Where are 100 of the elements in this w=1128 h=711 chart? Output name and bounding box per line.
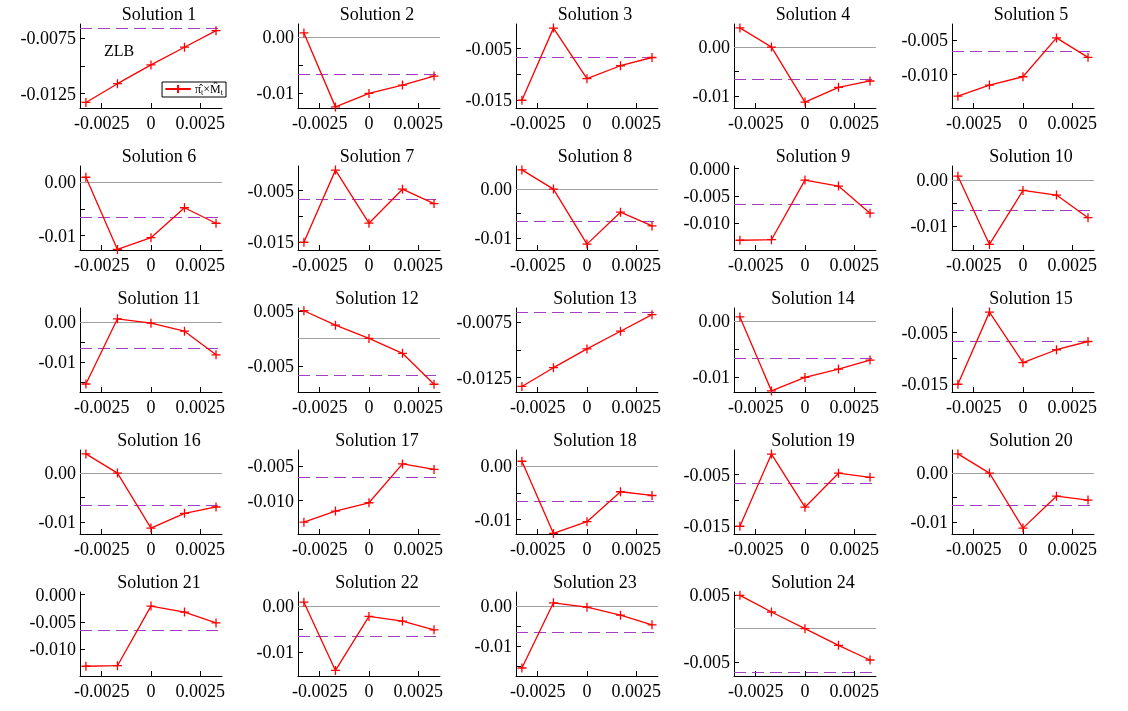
x-tick-label: 0.0025 (175, 539, 225, 559)
x-tick-label: -0.0025 (727, 681, 784, 701)
y-tick-label: -0.005 (683, 464, 730, 485)
point (766, 448, 777, 460)
x-tick-label: 0.0025 (1047, 113, 1097, 133)
y-tick-label: -0.01 (910, 216, 948, 236)
y-tick-label: 0.00 (262, 27, 294, 48)
chart-title: Solution 10 (989, 146, 1073, 166)
x-tick-label: -0.0025 (73, 113, 130, 133)
x-tick-label: 0.0025 (393, 539, 443, 559)
point (952, 379, 964, 390)
y-tick-label: 0.000 (689, 158, 730, 179)
y-tick-label: -0.005 (901, 322, 948, 343)
point (145, 59, 157, 71)
point (516, 95, 528, 106)
x-tick-label: 0 (582, 539, 592, 559)
point (646, 490, 658, 501)
x-tick-label: 0.0025 (175, 681, 225, 701)
y-tick-label: -0.01 (474, 636, 512, 656)
y-tick-label: 0.00 (916, 169, 948, 190)
point (646, 220, 658, 232)
x-tick-label: -0.0025 (945, 397, 1002, 417)
point (734, 311, 746, 323)
chart-title: Solution 19 (771, 430, 855, 450)
y-tick-label: -0.01 (256, 83, 294, 104)
x-tick-label: 0 (582, 255, 592, 275)
chart-title: Solution 23 (553, 572, 637, 592)
annotation: ZLB (104, 41, 135, 59)
x-tick-label: -0.0025 (945, 113, 1002, 133)
chart-title: Solution 18 (553, 430, 637, 450)
point (330, 319, 341, 331)
x-tick-label: 0.0025 (393, 113, 443, 133)
x-tick-label: -0.0025 (509, 539, 566, 559)
x-tick-label: 0.0025 (829, 539, 879, 559)
point (952, 171, 964, 182)
point (80, 448, 92, 460)
point (799, 96, 811, 108)
x-tick-label: 0 (364, 539, 374, 559)
x-tick-label: -0.0025 (945, 255, 1002, 275)
chart-title: Solution 21 (117, 572, 201, 592)
point (80, 97, 92, 108)
x-tick-label: -0.0025 (291, 255, 348, 275)
point (298, 517, 310, 528)
point (428, 464, 440, 475)
y-tick-label: -0.01 (38, 225, 76, 246)
x-tick-label: 0.0025 (175, 113, 225, 133)
point (864, 472, 876, 483)
chart-title: Solution 17 (335, 430, 419, 450)
chart-title: Solution 20 (989, 430, 1073, 450)
x-tick-label: 0 (364, 681, 374, 701)
point (646, 52, 658, 63)
x-tick-label: 0.0025 (393, 255, 443, 275)
y-tick-label: -0.005 (465, 38, 512, 59)
y-tick-label: -0.005 (683, 652, 730, 672)
x-tick-label: 0 (1018, 539, 1028, 559)
y-tick-label: -0.010 (247, 490, 294, 511)
y-tick-label: 0.00 (698, 37, 730, 58)
point (330, 505, 341, 517)
y-tick-label: -0.01 (38, 352, 76, 372)
x-tick-label: -0.0025 (727, 397, 784, 417)
point (581, 602, 593, 613)
point (734, 235, 746, 246)
y-tick-label: -0.01 (38, 512, 76, 533)
point (799, 372, 811, 383)
point (298, 305, 310, 316)
point (210, 218, 222, 229)
point (112, 467, 123, 479)
chart-title: Solution 15 (989, 288, 1073, 308)
point (363, 611, 375, 622)
y-tick-label: -0.0125 (456, 367, 512, 388)
x-tick-label: 0 (146, 681, 156, 701)
y-tick-label: 0.00 (480, 596, 512, 616)
point (864, 654, 876, 666)
x-tick-label: -0.0025 (509, 113, 566, 133)
chart-title: Solution 7 (339, 146, 415, 166)
x-tick-label: 0 (582, 681, 592, 701)
x-tick-label: 0 (364, 113, 374, 133)
point (646, 309, 658, 320)
x-tick-label: 0 (146, 255, 156, 275)
point (833, 180, 844, 192)
x-tick-label: 0 (146, 113, 156, 133)
y-tick-label: -0.01 (910, 512, 948, 533)
point (428, 70, 440, 82)
point (1017, 522, 1029, 534)
point (833, 363, 844, 375)
y-tick-label: 0.00 (480, 179, 512, 200)
point (210, 25, 222, 36)
x-tick-label: -0.0025 (291, 113, 348, 133)
y-tick-label: -0.01 (474, 509, 512, 530)
point (548, 183, 559, 195)
point (952, 448, 964, 460)
chart-title: Solution 4 (775, 4, 851, 24)
point (864, 208, 876, 219)
x-tick-label: -0.0025 (73, 255, 130, 275)
x-tick-label: 0.0025 (393, 681, 443, 701)
point (984, 467, 995, 479)
x-tick-label: 0 (800, 113, 810, 133)
x-tick-label: 0.0025 (611, 113, 661, 133)
point (397, 79, 408, 91)
y-tick-label: -0.01 (256, 642, 294, 662)
